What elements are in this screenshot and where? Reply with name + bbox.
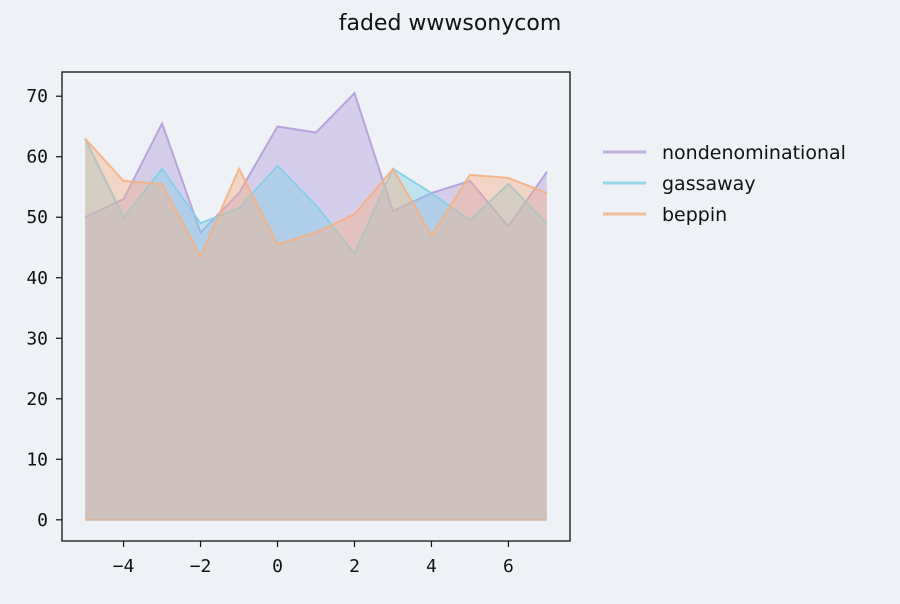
x-tick-label: 4 <box>426 556 437 577</box>
chart-title: faded wwwsonycom <box>339 11 562 36</box>
x-tick-label: −2 <box>190 556 212 577</box>
y-tick-label: 70 <box>26 86 48 107</box>
y-tick-label: 30 <box>26 328 48 349</box>
series-areas <box>84 91 548 521</box>
legend: nondenominational gassaway beppin <box>603 142 846 226</box>
area-fill-beppin <box>85 138 547 520</box>
y-tick-label: 50 <box>26 207 48 228</box>
legend-label-nondenominational: nondenominational <box>662 142 846 164</box>
area-fill-nondenominational <box>85 93 547 520</box>
legend-label-beppin: beppin <box>662 204 727 226</box>
x-tick-label: 6 <box>503 556 514 577</box>
plot-frame <box>61 71 571 542</box>
y-tick-label: 20 <box>26 389 48 410</box>
y-tick-label: 60 <box>26 147 48 168</box>
x-tick-label: 0 <box>272 556 283 577</box>
y-tick-label: 40 <box>26 268 48 289</box>
plot-area <box>62 72 570 541</box>
series-line-beppin <box>84 137 548 259</box>
x-tick-label: 2 <box>349 556 360 577</box>
y-tick-label: 10 <box>26 449 48 470</box>
series-line-nondenominational <box>84 91 548 235</box>
series-line-gassaway <box>84 138 548 256</box>
y-tick-label: 0 <box>37 510 48 531</box>
x-tick-label: −4 <box>113 556 135 577</box>
legend-label-gassaway: gassaway <box>662 173 756 195</box>
